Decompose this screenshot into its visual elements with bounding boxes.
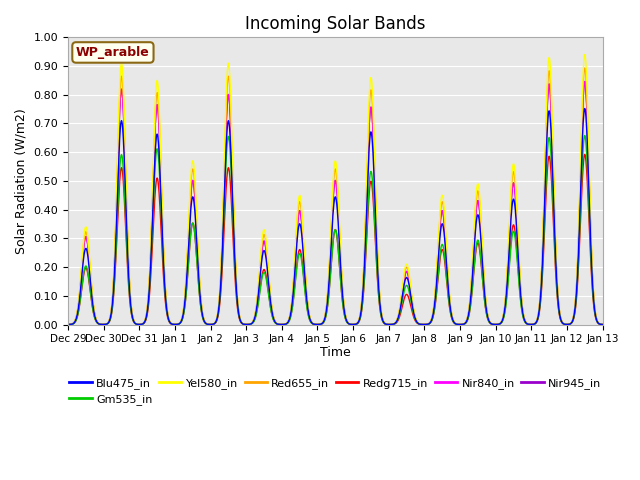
Gm535_in (455, 322, 463, 327)
Red655_in (485, 318, 493, 324)
Blu475_in (455, 322, 463, 327)
Nir840_in (316, 322, 323, 327)
Gm535_in (485, 319, 493, 325)
Blu475_in (599, 322, 607, 327)
Red655_in (599, 322, 607, 327)
Line: Gm535_in: Gm535_in (68, 135, 603, 324)
Redg715_in (316, 322, 323, 327)
Nir840_in (581, 79, 589, 84)
Yel580_in (316, 322, 323, 327)
Yel580_in (485, 318, 493, 324)
Nir840_in (455, 322, 463, 327)
Nir945_in (426, 321, 433, 326)
Gm535_in (64, 322, 72, 327)
Redg715_in (598, 322, 606, 327)
Line: Redg715_in: Redg715_in (68, 155, 603, 324)
Red655_in (455, 322, 463, 327)
Redg715_in (581, 152, 589, 157)
Blu475_in (485, 318, 493, 324)
Redg715_in (599, 322, 607, 327)
Nir840_in (599, 322, 607, 327)
Nir840_in (426, 321, 433, 326)
Yel580_in (160, 256, 168, 262)
Yel580_in (581, 52, 589, 58)
Redg715_in (455, 322, 463, 327)
Nir945_in (316, 322, 323, 327)
Gm535_in (316, 322, 323, 327)
Redg715_in (426, 321, 433, 327)
Gm535_in (598, 322, 606, 327)
Red655_in (426, 320, 433, 326)
Yel580_in (426, 320, 433, 326)
Blu475_in (64, 322, 72, 327)
Gm535_in (426, 321, 433, 326)
Nir945_in (599, 322, 607, 327)
Nir840_in (598, 322, 606, 327)
Yel580_in (64, 322, 72, 327)
Red655_in (160, 260, 168, 265)
Nir945_in (485, 318, 493, 324)
Yel580_in (598, 322, 606, 327)
Nir840_in (160, 263, 168, 269)
Line: Yel580_in: Yel580_in (68, 55, 603, 324)
Nir840_in (485, 318, 493, 324)
Gm535_in (599, 322, 607, 327)
Legend: Blu475_in, Gm535_in, Yel580_in, Red655_in, Redg715_in, Nir840_in, Nir945_in: Blu475_in, Gm535_in, Yel580_in, Red655_i… (65, 373, 605, 409)
Title: Incoming Solar Bands: Incoming Solar Bands (245, 15, 426, 33)
Nir945_in (581, 79, 589, 84)
Red655_in (581, 65, 589, 71)
Nir945_in (598, 322, 606, 327)
Redg715_in (64, 322, 72, 327)
Yel580_in (455, 322, 463, 327)
Text: WP_arable: WP_arable (76, 46, 150, 59)
Gm535_in (160, 275, 168, 280)
Line: Nir945_in: Nir945_in (68, 82, 603, 324)
Nir945_in (455, 322, 463, 327)
Blu475_in (426, 321, 433, 326)
Red655_in (598, 322, 606, 327)
Gm535_in (581, 132, 589, 138)
Blu475_in (581, 106, 589, 111)
Line: Nir840_in: Nir840_in (68, 82, 603, 324)
Line: Red655_in: Red655_in (68, 68, 603, 324)
Line: Blu475_in: Blu475_in (68, 108, 603, 324)
Redg715_in (160, 283, 168, 288)
Yel580_in (599, 322, 607, 327)
Y-axis label: Solar Radiation (W/m2): Solar Radiation (W/m2) (15, 108, 28, 254)
Blu475_in (598, 322, 606, 327)
Nir945_in (160, 263, 168, 269)
Blu475_in (160, 271, 168, 276)
Blu475_in (316, 322, 323, 327)
Nir840_in (64, 322, 72, 327)
X-axis label: Time: Time (320, 346, 351, 359)
Red655_in (316, 322, 323, 327)
Redg715_in (485, 319, 493, 325)
Red655_in (64, 322, 72, 327)
Nir945_in (64, 322, 72, 327)
